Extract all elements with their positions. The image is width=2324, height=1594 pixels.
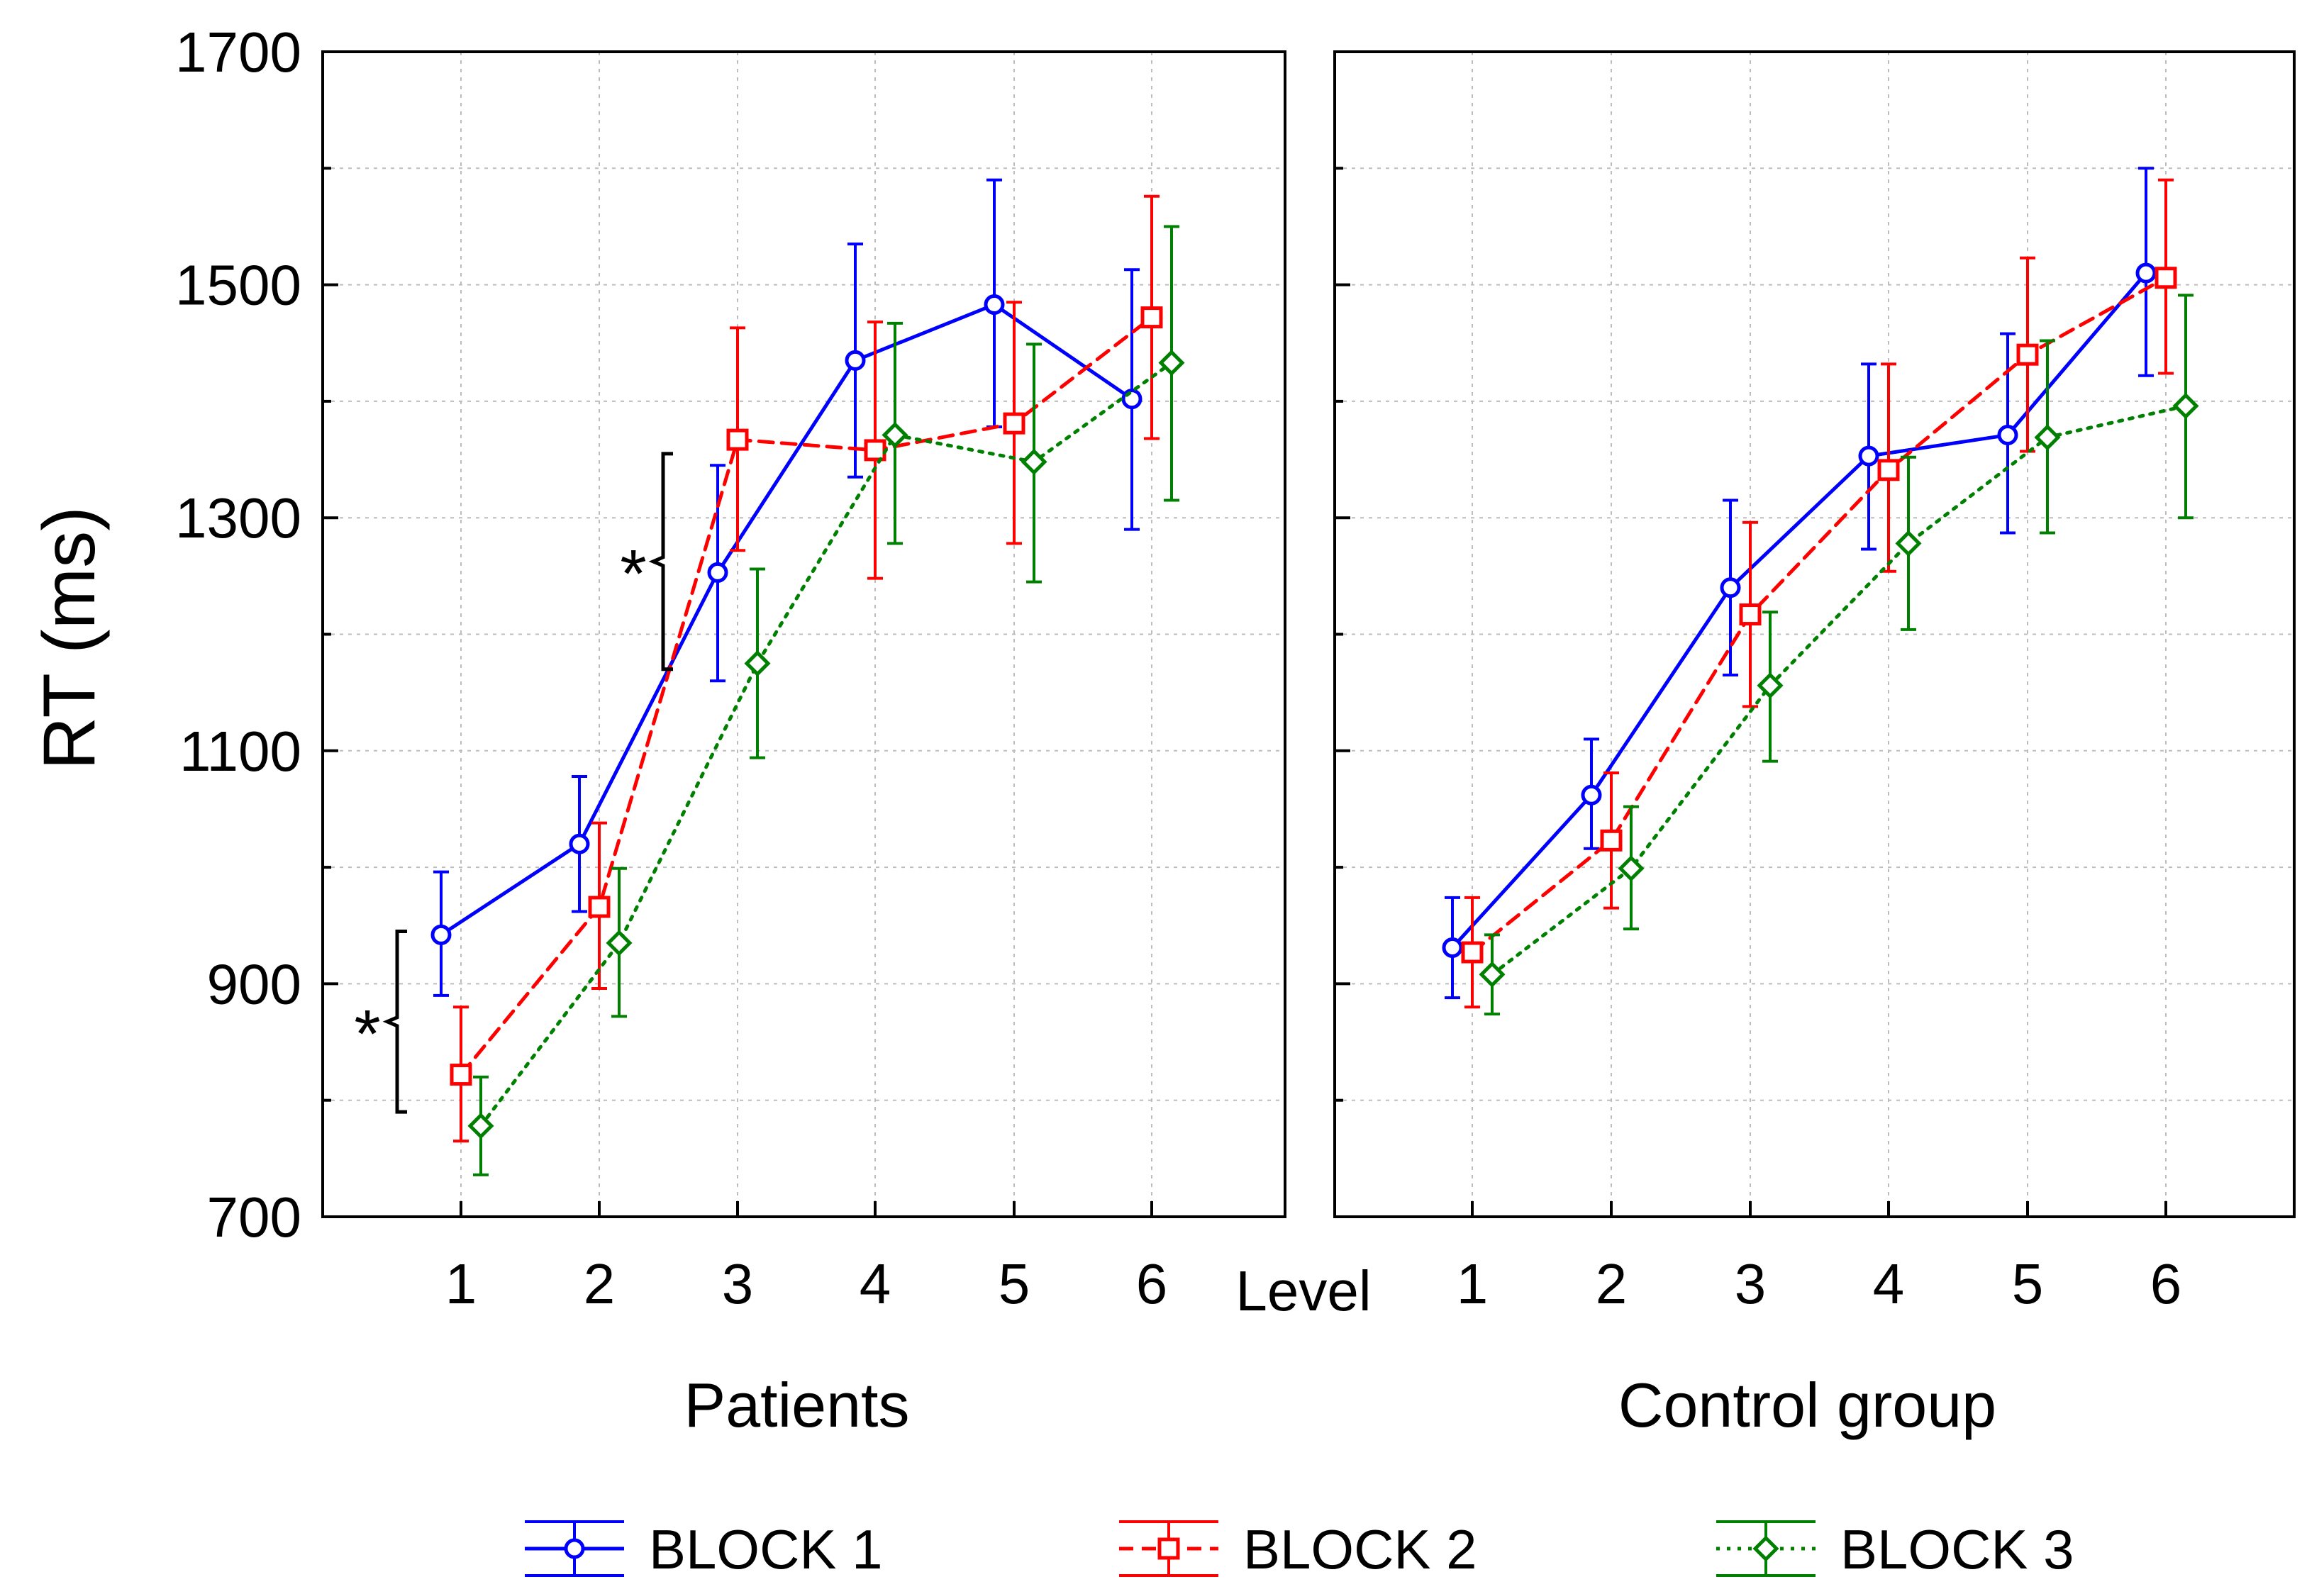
axes-layer: [321, 50, 2296, 1218]
patients-series-1: [430, 178, 1142, 997]
ytick-label-1500: 1500: [175, 254, 301, 317]
patients-series-2: [450, 194, 1163, 1143]
patients-xtick-label-2: 2: [584, 1252, 616, 1315]
legend-item-3-marker: [1752, 1535, 1779, 1562]
control-series-3-point-4: [1895, 530, 1922, 557]
control-series-3-point-3: [1757, 672, 1784, 699]
legend: BLOCK 1 BLOCK 2 BLOCK 3: [525, 1518, 2074, 1581]
patients-series-1-point-2: [569, 833, 590, 854]
ytick-label-900: 900: [207, 952, 301, 1015]
patients-series-2-point-6: [1140, 306, 1163, 329]
patients-series-1-point-6: [1121, 389, 1142, 410]
y-axis-title: RT (ms): [28, 506, 111, 770]
legend-item-2-marker: [1157, 1537, 1180, 1560]
control-series-2-point-2: [1600, 829, 1623, 852]
patients-series-2-point-2: [588, 896, 611, 918]
control-series-1: [1442, 167, 2157, 1000]
control-xtick-label-3: 3: [1735, 1252, 1767, 1315]
control-series-3-point-5: [2034, 424, 2061, 451]
series-layer: [430, 167, 2199, 1176]
patients-xtick-label-3: 3: [722, 1252, 754, 1315]
patients-xtick-label-4: 4: [860, 1252, 891, 1315]
patients-series-3-line: [479, 361, 1174, 1128]
control-series-2-point-4: [1877, 459, 1900, 481]
control-series-2-line: [1470, 276, 2168, 954]
control-xtick-label-1: 1: [1457, 1252, 1489, 1315]
control-xtick-label-5: 5: [2012, 1252, 2044, 1315]
legend-item-3: BLOCK 3: [1716, 1518, 2074, 1581]
control-series-1-point-2: [1581, 784, 1602, 806]
patients-series-1-line: [439, 303, 1134, 937]
patients-xtick-label-5: 5: [999, 1252, 1030, 1315]
legend-item-2: BLOCK 2: [1119, 1518, 1477, 1581]
control-panel-title: Control group: [1618, 1370, 1996, 1440]
legend-item-1: BLOCK 1: [525, 1518, 882, 1581]
annotation-layer: **: [354, 452, 673, 1114]
patients-series-1-point-1: [430, 924, 452, 945]
patients-series-3-point-3: [744, 650, 771, 677]
ytick-label-1700: 1700: [175, 21, 301, 84]
control-series-1-point-1: [1442, 937, 1463, 958]
ytick-label-1300: 1300: [175, 486, 301, 550]
patients-series-2-point-1: [450, 1064, 472, 1086]
patients-significance-1-bracket: [382, 929, 407, 1114]
x-axis-title: Level: [1235, 1259, 1371, 1322]
patients-xtick-label-1: 1: [445, 1252, 477, 1315]
control-series-2: [1461, 178, 2177, 1009]
control-series-1-point-5: [1997, 425, 2018, 446]
patients-significance-2-star: *: [620, 536, 646, 612]
control-series-3: [1479, 294, 2199, 1016]
patients-series-3: [467, 225, 1185, 1176]
patients-panel-title: Patients: [684, 1370, 910, 1440]
control-series-3-line: [1490, 403, 2188, 976]
legend-item-1-label: BLOCK 1: [649, 1518, 882, 1581]
patients-series-3-point-2: [606, 930, 633, 957]
patients-xtick-label-6: 6: [1136, 1252, 1168, 1315]
control-series-3-point-6: [2172, 392, 2199, 420]
control-xtick-label-6: 6: [2150, 1252, 2182, 1315]
control-series-1-point-3: [1720, 577, 1741, 598]
patients-significance-1-star: *: [354, 996, 380, 1072]
control-series-3-point-2: [1618, 855, 1645, 882]
patients-series-3-point-1: [467, 1113, 494, 1139]
legend-item-1-marker: [564, 1538, 585, 1559]
patients-series-2-point-5: [1003, 412, 1025, 435]
control-series-1-point-6: [2135, 262, 2157, 284]
ytick-label-1100: 1100: [179, 720, 301, 783]
patients-series-2-line: [459, 316, 1154, 1077]
control-xtick-label-4: 4: [1873, 1252, 1905, 1315]
legend-item-2-label: BLOCK 2: [1243, 1518, 1477, 1581]
label-layer: RT (ms) Level 1 2 3 4 5 6 Patients 1 2 3 4 5 6 Contro…: [28, 21, 2181, 1440]
ytick-label-700: 700: [207, 1186, 301, 1249]
patients-series-2-point-4: [864, 439, 886, 462]
patients-series-1-point-4: [845, 350, 866, 371]
patients-series-1-point-5: [984, 294, 1005, 316]
control-series-1-line: [1450, 271, 2148, 949]
patients-significance-2-bracket: [648, 452, 673, 671]
control-series-2-point-1: [1461, 941, 1484, 964]
control-series-1-point-4: [1858, 445, 1879, 467]
patients-series-3-point-6: [1158, 350, 1185, 377]
patients-series-3-point-5: [1021, 448, 1047, 475]
patients-series-1-point-3: [707, 562, 728, 583]
control-series-3-point-1: [1479, 961, 1506, 988]
patients-series-2-point-3: [726, 428, 749, 451]
control-series-2-point-3: [1739, 603, 1762, 626]
patients-significance-2: *: [620, 452, 673, 671]
control-series-2-point-6: [2155, 267, 2177, 289]
grid-layer: [323, 52, 2294, 1217]
control-series-2-point-5: [2016, 343, 2039, 366]
patients-significance-1: *: [354, 929, 407, 1114]
control-xtick-label-2: 2: [1596, 1252, 1628, 1315]
legend-item-3-label: BLOCK 3: [1840, 1518, 2074, 1581]
patients-series-3-point-4: [882, 422, 908, 449]
